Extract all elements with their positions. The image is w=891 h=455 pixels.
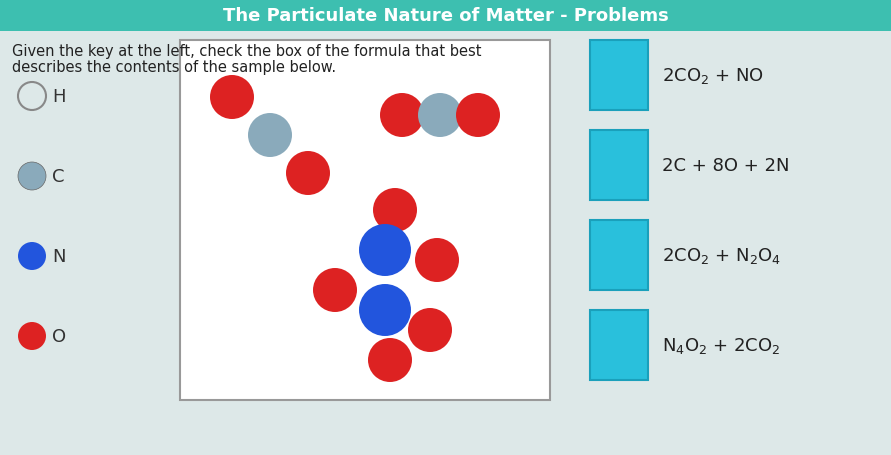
Circle shape bbox=[408, 308, 452, 352]
Text: N$_4$O$_2$ + 2CO$_2$: N$_4$O$_2$ + 2CO$_2$ bbox=[662, 335, 781, 355]
Text: C: C bbox=[52, 167, 64, 186]
Circle shape bbox=[418, 94, 462, 138]
Circle shape bbox=[286, 152, 330, 196]
Circle shape bbox=[380, 94, 424, 138]
Text: 2CO$_2$ + NO: 2CO$_2$ + NO bbox=[662, 66, 764, 86]
Bar bbox=[590, 41, 648, 111]
Circle shape bbox=[210, 76, 254, 120]
Circle shape bbox=[456, 94, 500, 138]
Bar bbox=[590, 221, 648, 290]
Circle shape bbox=[313, 268, 357, 312]
Text: 2C + 8O + 2N: 2C + 8O + 2N bbox=[662, 157, 789, 175]
Text: O: O bbox=[52, 327, 66, 345]
Circle shape bbox=[359, 284, 411, 336]
Text: 2CO$_2$ + N$_2$O$_4$: 2CO$_2$ + N$_2$O$_4$ bbox=[662, 245, 781, 265]
Text: H: H bbox=[52, 88, 66, 106]
Text: describes the contents of the sample below.: describes the contents of the sample bel… bbox=[12, 60, 336, 75]
Circle shape bbox=[18, 162, 46, 191]
Bar bbox=[590, 310, 648, 380]
Circle shape bbox=[248, 114, 292, 157]
Text: N: N bbox=[52, 248, 66, 265]
Circle shape bbox=[368, 338, 412, 382]
Circle shape bbox=[373, 188, 417, 233]
Bar bbox=[0, 0, 891, 32]
Text: Given the key at the left, check the box of the formula that best: Given the key at the left, check the box… bbox=[12, 44, 481, 59]
Bar bbox=[180, 41, 550, 400]
Text: The Particulate Nature of Matter - Problems: The Particulate Nature of Matter - Probl… bbox=[223, 7, 668, 25]
Circle shape bbox=[359, 224, 411, 276]
Circle shape bbox=[18, 243, 46, 270]
Circle shape bbox=[18, 322, 46, 350]
Circle shape bbox=[415, 238, 459, 283]
Bar bbox=[590, 131, 648, 201]
